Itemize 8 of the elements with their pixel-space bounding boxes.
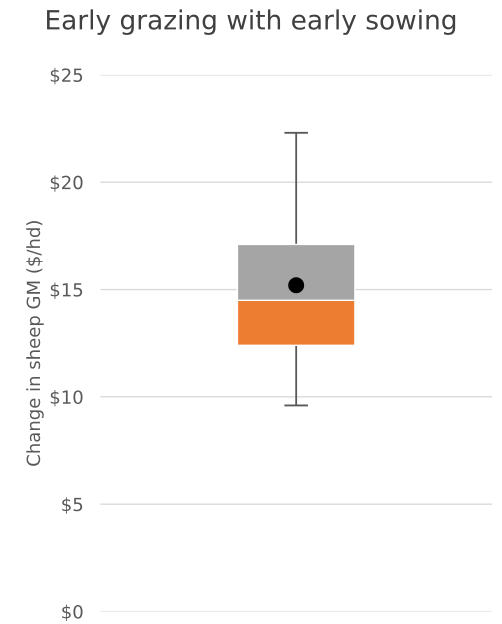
y-tick-label: $5	[62, 497, 82, 514]
y-tick-label: $0	[62, 604, 83, 622]
chart-title: Early grazing with early sowing	[47, 9, 456, 35]
y-tick-label: $15	[50, 282, 82, 300]
y-tick-label: $20	[50, 175, 83, 192]
y-axis-title: Change in sheep GM ($/hd)	[26, 221, 44, 466]
y-tick-label: $25	[50, 68, 82, 84]
y-tick-label: $10	[50, 390, 83, 406]
